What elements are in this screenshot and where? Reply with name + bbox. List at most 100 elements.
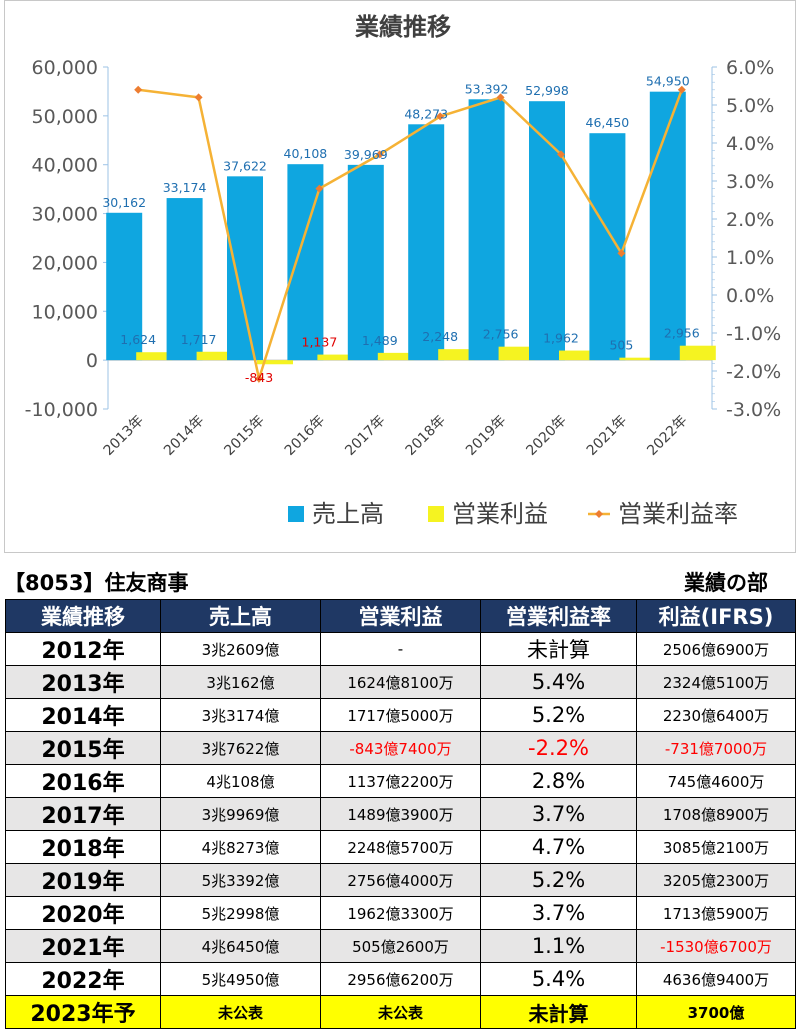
bar-operating-profit: [498, 346, 535, 361]
operating-margin-point: [134, 85, 143, 94]
row-operating-margin: 未計算: [480, 995, 637, 1029]
x-category-label: 2013年: [101, 413, 147, 459]
legend-operating-margin-label: 営業利益率: [618, 500, 738, 528]
row-operating-profit: -843億7400万: [320, 731, 481, 765]
legend-operating-profit-swatch: [428, 506, 444, 522]
row-year: 2018年: [5, 830, 161, 864]
row-profit: 1708億8900万: [636, 797, 796, 831]
row-year: 2017年: [5, 797, 161, 831]
x-category-label: 2022年: [644, 413, 690, 459]
legend-operating-margin-marker: [595, 510, 603, 518]
revenue-data-label: 39,969: [344, 147, 388, 162]
row-revenue: 5兆4950億: [160, 962, 321, 996]
row-operating-profit: 2756億4000万: [320, 863, 481, 897]
row-revenue: 4兆108億: [160, 764, 321, 798]
y-right-tick-label: 6.0%: [726, 57, 774, 79]
chart-panel: 業績推移 60,000 50,000 40,000 30,000 20,000 10,00…: [4, 0, 796, 553]
bar-operating-profit: [377, 352, 414, 361]
row-operating-margin: 2.8%: [480, 764, 637, 798]
row-profit: -1530億6700万: [636, 929, 796, 963]
header-year: 業績推移: [5, 599, 161, 633]
revenue-data-label: 52,998: [525, 83, 569, 98]
bar-operating-profit: [257, 360, 293, 365]
table-row: 2017年 3兆9969億 1489億3900万 3.7% 1708億8900万: [5, 797, 796, 831]
row-operating-margin: 5.4%: [480, 962, 637, 996]
table-row: 2012年 3兆2609億 - 未計算 2506億6900万: [5, 632, 796, 666]
row-year: 2014年: [5, 698, 161, 732]
bar-operating-profit: [619, 357, 656, 361]
performance-chart: 業績推移 60,000 50,000 40,000 30,000 20,000 10,00…: [25, 13, 781, 528]
x-category-label: 2015年: [221, 413, 267, 459]
x-category-label: 2017年: [342, 413, 388, 459]
row-operating-profit: 505億2600万: [320, 929, 481, 963]
x-category-label: 2021年: [584, 413, 630, 459]
revenue-data-label: 53,392: [465, 81, 509, 96]
bar-operating-profit: [679, 345, 716, 361]
y-left-tick-label: 10,000: [32, 301, 98, 323]
row-revenue: 5兆2998億: [160, 896, 321, 930]
y-left-tick-label: 40,000: [32, 155, 98, 177]
y-left-tick-label: -10,000: [25, 399, 98, 421]
bar-revenue: [529, 101, 565, 361]
table-row: 2018年 4兆8273億 2248億5700万 4.7% 3085億2100万: [5, 830, 796, 864]
bar-revenue: [347, 164, 384, 361]
table-row: 2015年 3兆7622億 -843億7400万 -2.2% -731億7000万: [5, 731, 796, 765]
row-year: 2016年: [5, 764, 161, 798]
bar-operating-profit: [196, 351, 233, 361]
chart-bars: [106, 91, 716, 365]
row-operating-profit: 1624億8100万: [320, 665, 481, 699]
row-year: 2012年: [5, 632, 161, 666]
operating-profit-data-label: 505: [609, 338, 633, 353]
row-profit: 2506億6900万: [636, 632, 796, 666]
row-profit: -731億7000万: [636, 731, 796, 765]
table-row: 2021年 4兆6450億 505億2600万 1.1% -1530億6700万: [5, 929, 796, 963]
row-operating-profit: 2956億6200万: [320, 962, 481, 996]
chart-legend: 売上高 営業利益 営業利益率: [288, 500, 738, 528]
table-caption: 【8053】住友商事 業績の部: [0, 567, 800, 599]
operating-margin-point: [194, 93, 203, 102]
x-category-label: 2020年: [523, 413, 569, 459]
bar-revenue: [589, 133, 626, 361]
row-revenue: 3兆7622億: [160, 731, 321, 765]
table-body: 2012年 3兆2609億 - 未計算 2506億6900万 2013年 3兆162億 162…: [5, 632, 796, 1029]
row-revenue: 5兆3392億: [160, 863, 321, 897]
row-operating-margin: 1.1%: [480, 929, 637, 963]
operating-profit-data-label: 1,624: [120, 332, 156, 347]
row-operating-profit: 1717億5000万: [320, 698, 481, 732]
y-right-tick-label: 3.0%: [726, 171, 774, 193]
row-operating-margin: 5.2%: [480, 863, 637, 897]
chart-data-labels: 30,162 1,624 33,174 1,717 37,622 -843 40,108 1,…: [102, 74, 699, 385]
row-year: 2023年予: [5, 995, 161, 1029]
table-row: 2016年 4兆108億 1137億2200万 2.8% 745億4600万: [5, 764, 796, 798]
row-operating-profit: 2248億5700万: [320, 830, 481, 864]
row-profit: 4636億9400万: [636, 962, 796, 996]
legend-operating-profit: 営業利益: [428, 500, 548, 528]
bar-revenue: [227, 176, 263, 361]
table-row: 2020年 5兆2998億 1962億3300万 3.7% 1713億5900万: [5, 896, 796, 930]
operating-profit-data-label: 1,717: [181, 332, 217, 347]
row-operating-margin: 5.2%: [480, 698, 637, 732]
x-category-label: 2018年: [403, 413, 449, 459]
bar-revenue: [468, 99, 505, 361]
operating-margin-point: [436, 112, 445, 121]
row-profit: 3700億: [636, 995, 796, 1029]
row-operating-profit: 1137億2200万: [320, 764, 481, 798]
y-right-tick-label: -3.0%: [726, 399, 781, 421]
bar-operating-profit: [559, 350, 595, 361]
row-revenue: 4兆8273億: [160, 830, 321, 864]
row-year: 2015年: [5, 731, 161, 765]
company-title: 【8053】住友商事: [4, 571, 189, 595]
operating-profit-data-label: 2,248: [422, 329, 458, 344]
header-revenue: 売上高: [160, 599, 321, 633]
legend-operating-profit-label: 営業利益: [452, 500, 548, 528]
row-revenue: 3兆162億: [160, 665, 321, 699]
header-operating-profit: 営業利益: [320, 599, 481, 633]
performance-table: 業績推移 売上高 営業利益 営業利益率 利益(IFRS) 2012年 3兆2609…: [5, 599, 796, 1029]
row-operating-margin: 3.7%: [480, 797, 637, 831]
table-row: 2019年 5兆3392億 2756億4000万 5.2% 3205億2300万: [5, 863, 796, 897]
table-row: 2014年 3兆3174億 1717億5000万 5.2% 2230億6400万: [5, 698, 796, 732]
row-profit: 745億4600万: [636, 764, 796, 798]
x-category-label: 2014年: [161, 413, 207, 459]
row-revenue: 3兆9969億: [160, 797, 321, 831]
bar-revenue: [408, 124, 445, 361]
